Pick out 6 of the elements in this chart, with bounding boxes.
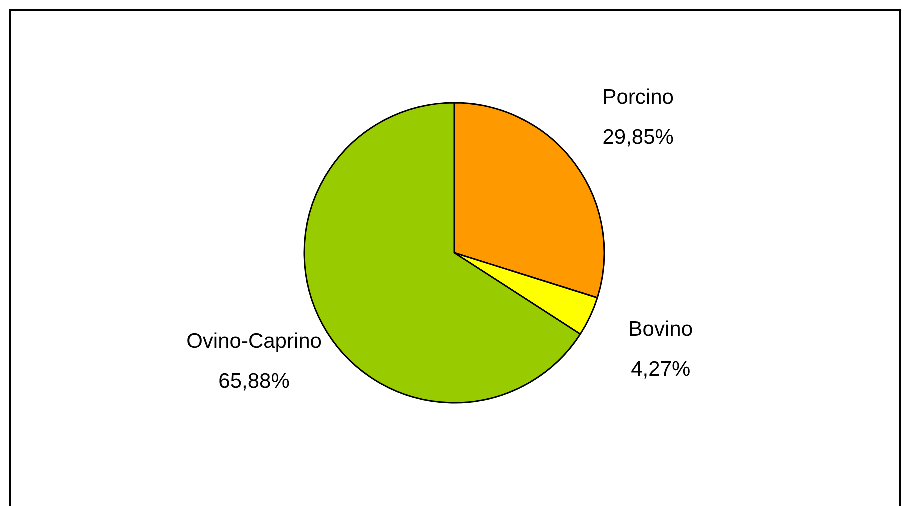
slice-label: Porcino <box>602 86 674 110</box>
data-label: 65,88% <box>218 370 290 394</box>
data-label: 29,85% <box>602 126 674 150</box>
slice-label: Bovino <box>628 318 693 341</box>
data-label: 4,27% <box>631 358 691 381</box>
slice-label: Ovino-Caprino <box>186 330 322 354</box>
